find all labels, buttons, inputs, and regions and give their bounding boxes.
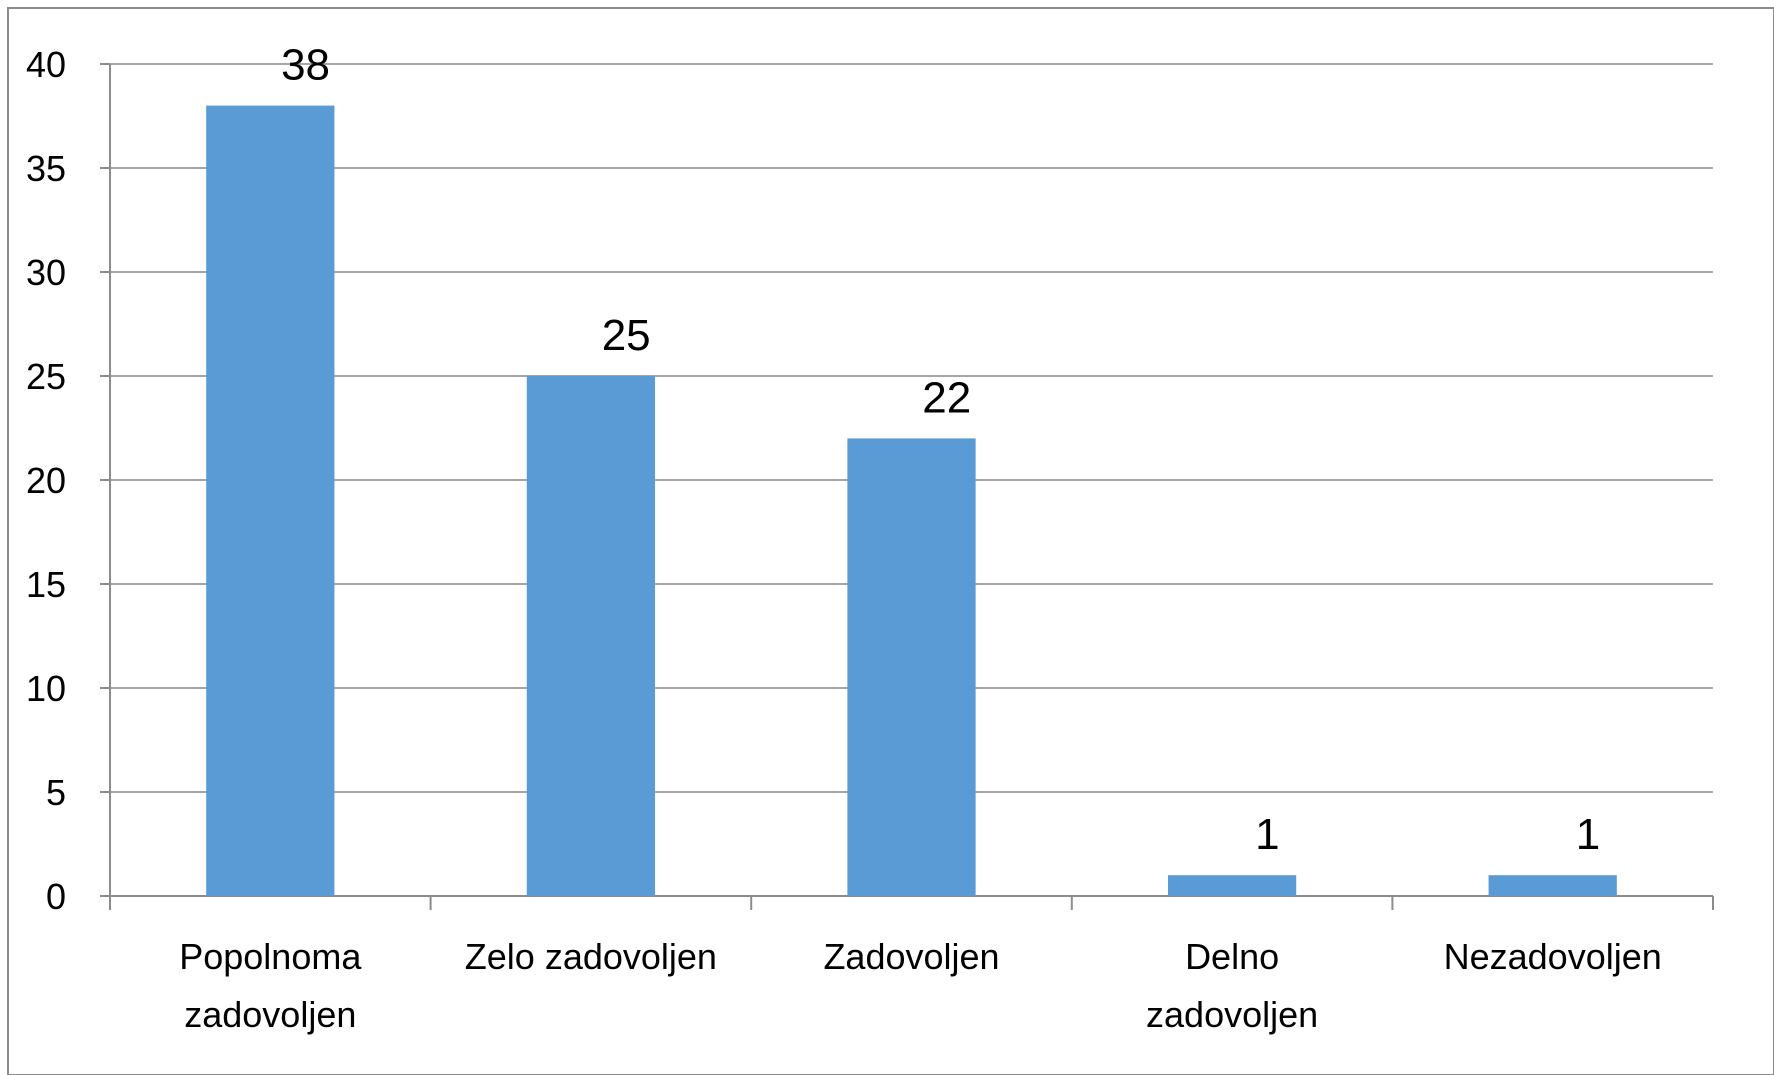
chart-frame	[7, 7, 1774, 1075]
y-tick-label: 10	[26, 668, 66, 709]
bar	[1488, 875, 1617, 896]
data-label: 22	[922, 373, 971, 422]
bar	[526, 376, 656, 896]
bar	[206, 105, 335, 897]
y-tick-label: 15	[26, 564, 66, 605]
data-label: 1	[1576, 810, 1600, 859]
x-tick-label: Zelo zadovoljen	[464, 936, 717, 977]
x-tick-label: Nezadovoljen	[1443, 936, 1662, 977]
bar	[1167, 875, 1297, 896]
data-label: 25	[602, 311, 651, 360]
y-tick-label: 35	[26, 148, 66, 189]
y-tick-label: 30	[26, 252, 66, 293]
y-tick-label: 20	[26, 460, 66, 501]
y-tick-label: 40	[26, 44, 66, 85]
data-label: 1	[1255, 810, 1279, 859]
y-tick-label: 25	[26, 356, 66, 397]
y-tick-label: 5	[46, 772, 66, 813]
data-label: 38	[281, 41, 330, 90]
y-tick-label: 0	[46, 876, 66, 917]
bar	[847, 438, 976, 896]
x-tick-label: Delno zadovoljen	[1146, 936, 1319, 1035]
x-tick-label: Popolnoma zadovoljen	[179, 936, 362, 1035]
x-tick-label: Zadovoljen	[823, 936, 1000, 977]
